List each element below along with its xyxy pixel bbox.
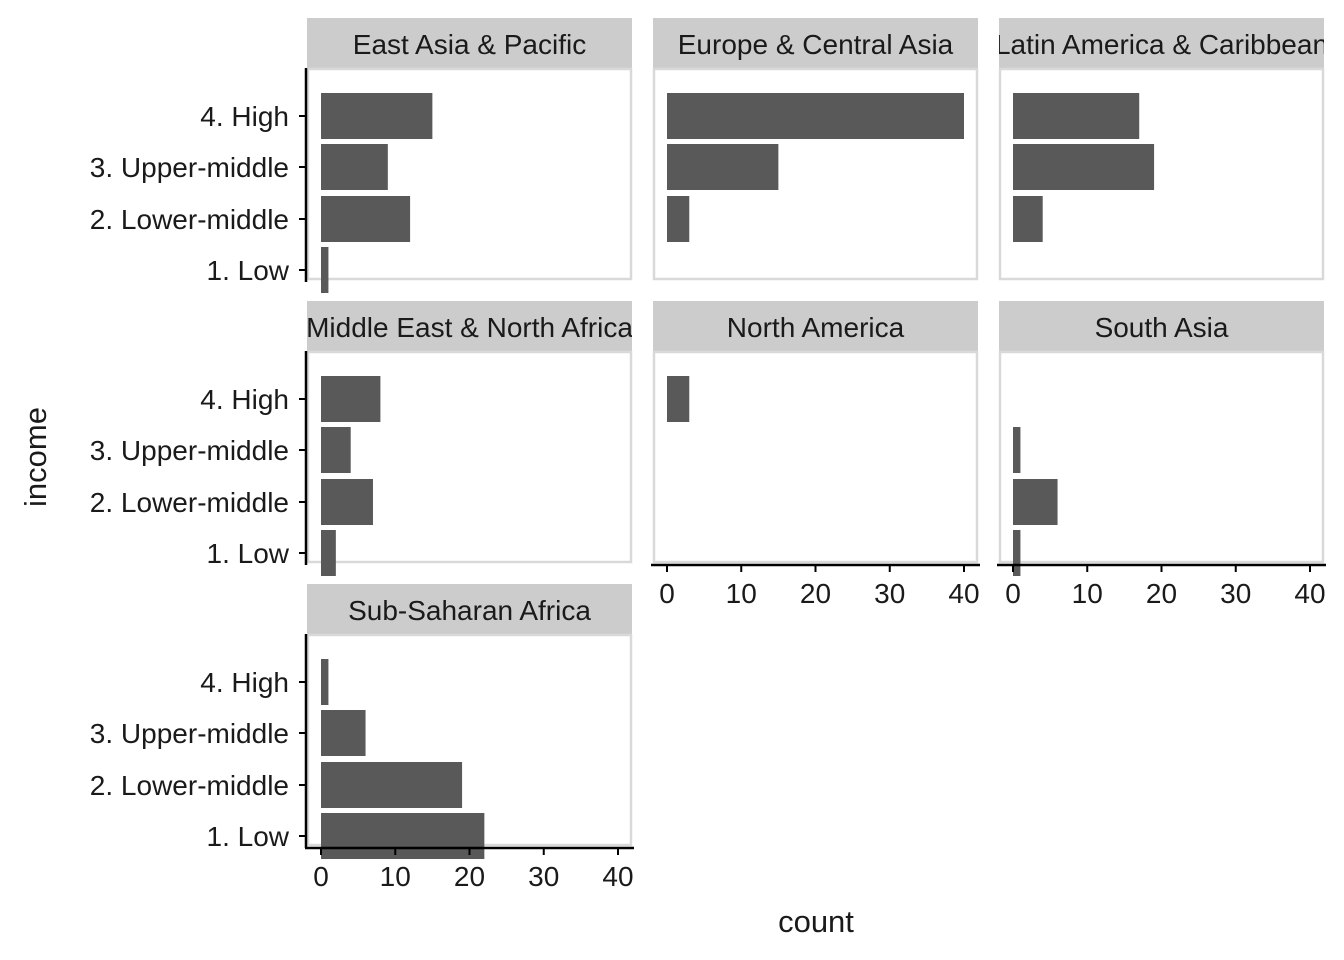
- facet-panel: Latin America & Caribbean: [995, 18, 1328, 281]
- panel-border: [998, 350, 1325, 564]
- facet-panel: North America 0 10 20 30 40: [651, 301, 980, 609]
- y-tick-label: 4. High: [200, 101, 289, 132]
- bar: [667, 196, 690, 242]
- x-tick-label: 40: [602, 861, 633, 892]
- bar: [1013, 196, 1043, 242]
- x-tick-label: 0: [1005, 578, 1021, 609]
- strip-background: [653, 18, 978, 68]
- x-tick-label: 40: [948, 578, 979, 609]
- facets: East Asia & Pacific 4. High 3. Upper-middl…: [90, 18, 1328, 892]
- bar: [321, 479, 373, 525]
- strip-background: [999, 301, 1324, 351]
- x-tick-label: 0: [313, 861, 329, 892]
- bar: [1013, 93, 1140, 139]
- x-tick-label: 20: [1146, 578, 1177, 609]
- bar: [321, 247, 329, 293]
- strip-label: Middle East & North Africa: [306, 312, 633, 343]
- bar: [1013, 479, 1058, 525]
- strip-label: South Asia: [1095, 312, 1229, 343]
- bar: [321, 762, 463, 808]
- facet-panel: East Asia & Pacific 4. High 3. Upper-middl…: [90, 18, 633, 293]
- y-tick-label: 3. Upper-middle: [90, 718, 289, 749]
- y-tick-label: 1. Low: [207, 538, 290, 569]
- panel-border: [652, 350, 979, 564]
- bar: [321, 93, 433, 139]
- strip-background: [999, 18, 1324, 68]
- strip-label: North America: [727, 312, 905, 343]
- strip-background: [307, 584, 632, 634]
- x-tick-label: 30: [528, 861, 559, 892]
- x-tick-label: 30: [1220, 578, 1251, 609]
- bar: [321, 427, 351, 473]
- bar: [321, 813, 485, 859]
- x-tick-label: 10: [380, 861, 411, 892]
- bar: [667, 376, 690, 422]
- y-tick-label: 2. Lower-middle: [90, 770, 289, 801]
- x-tick-label: 40: [1294, 578, 1325, 609]
- strip-label: Europe & Central Asia: [678, 29, 954, 60]
- x-tick-label: 20: [454, 861, 485, 892]
- strip-background: [307, 301, 632, 351]
- bar: [321, 196, 411, 242]
- strip-label: East Asia & Pacific: [353, 29, 586, 60]
- x-tick-label: 20: [800, 578, 831, 609]
- bar: [321, 144, 388, 190]
- x-axis-title: count: [778, 904, 854, 939]
- y-tick-label: 2. Lower-middle: [90, 204, 289, 235]
- y-tick-label: 4. High: [200, 667, 289, 698]
- strip-label: Sub-Saharan Africa: [348, 595, 591, 626]
- facet-panel: Europe & Central Asia: [652, 18, 979, 281]
- facet-panel: Sub-Saharan Africa 4. High 3. Upper-middle…: [90, 584, 634, 892]
- bar: [1013, 144, 1155, 190]
- strip-background: [653, 301, 978, 351]
- facet-panel: Middle East & North Africa 4. High 3. Uppe…: [90, 301, 633, 576]
- bar: [667, 144, 779, 190]
- strip-label: Latin America & Caribbean: [995, 29, 1328, 60]
- bar: [321, 530, 336, 576]
- y-axis-title: income: [18, 407, 53, 507]
- facet-panel: South Asia 0 10 20 30 40: [997, 301, 1326, 609]
- bar: [321, 376, 381, 422]
- x-tick-label: 0: [659, 578, 675, 609]
- y-tick-label: 1. Low: [207, 821, 290, 852]
- bar: [1013, 427, 1021, 473]
- x-tick-label: 30: [874, 578, 905, 609]
- y-tick-label: 2. Lower-middle: [90, 487, 289, 518]
- x-tick-label: 10: [726, 578, 757, 609]
- y-tick-label: 4. High: [200, 384, 289, 415]
- bar: [321, 710, 366, 756]
- bar: [667, 93, 964, 139]
- y-tick-label: 1. Low: [207, 255, 290, 286]
- strip-background: [307, 18, 632, 68]
- y-tick-label: 3. Upper-middle: [90, 435, 289, 466]
- bar: [321, 659, 329, 705]
- x-tick-label: 10: [1072, 578, 1103, 609]
- y-tick-label: 3. Upper-middle: [90, 152, 289, 183]
- bar: [1013, 530, 1021, 576]
